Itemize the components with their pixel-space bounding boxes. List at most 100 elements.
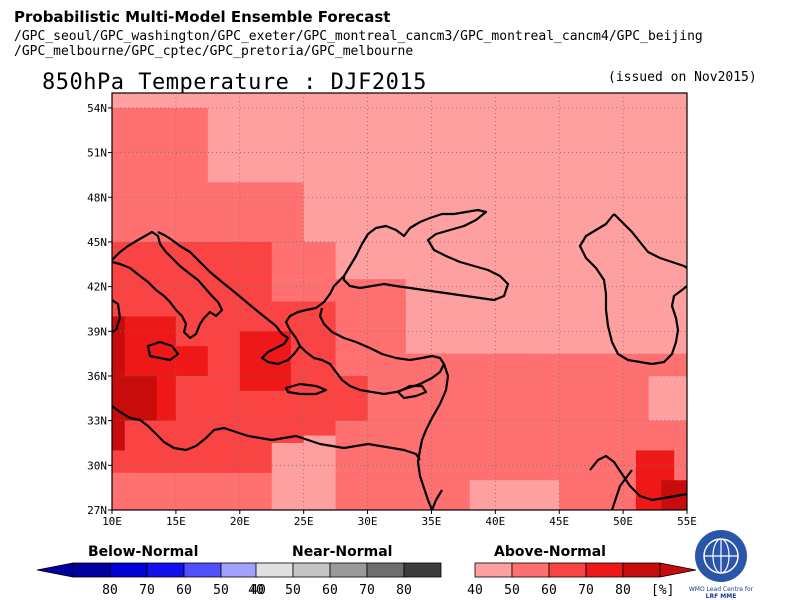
shade-cell bbox=[335, 375, 368, 421]
legend-value: 70 bbox=[359, 583, 375, 598]
legend-value: 80 bbox=[396, 583, 412, 598]
legend-value: 40 bbox=[250, 583, 266, 598]
legend-arrow bbox=[659, 562, 697, 578]
coast-sicily bbox=[146, 340, 180, 362]
legend-below-label: Below-Normal bbox=[88, 544, 198, 560]
coast-cyprus bbox=[396, 384, 428, 400]
wmo-logo-text-2: LRF MME bbox=[706, 593, 737, 600]
coast-caspian-north bbox=[613, 213, 687, 269]
lon-label: 50E bbox=[613, 515, 633, 528]
shade-cell bbox=[175, 346, 208, 376]
forecast-header-title: Probabilistic Multi-Model Ensemble Forec… bbox=[14, 8, 391, 26]
legend-value: 80 bbox=[102, 583, 118, 598]
grid-lines bbox=[112, 93, 687, 510]
coast-crete bbox=[284, 382, 328, 396]
lon-label: 55E bbox=[677, 515, 697, 528]
legend-value: 80 bbox=[615, 583, 631, 598]
coast-adriatic-east bbox=[157, 231, 345, 366]
legend-unit: [%] bbox=[651, 583, 674, 598]
lat-label: 30N bbox=[87, 459, 107, 472]
shade-cell bbox=[405, 93, 687, 354]
shade-cell bbox=[303, 93, 406, 242]
lat-label: 36N bbox=[87, 370, 107, 383]
legend-below-bar: 80 70 60 50 40 bbox=[36, 562, 266, 598]
lon-label: 25E bbox=[294, 515, 314, 528]
legend-swatch bbox=[72, 562, 111, 578]
legend-near-bar: 40 50 60 70 80 bbox=[248, 562, 442, 598]
legend-swatch bbox=[511, 562, 550, 578]
legend-swatch bbox=[548, 562, 587, 578]
lat-label: 39N bbox=[87, 325, 107, 338]
legend-arrow bbox=[36, 562, 74, 578]
legend-value: 50 bbox=[213, 583, 229, 598]
probability-shading bbox=[112, 93, 687, 510]
legend-near-label: Near-Normal bbox=[292, 544, 392, 560]
lon-label: 40E bbox=[485, 515, 505, 528]
coast-north-africa bbox=[112, 405, 421, 461]
issued-date: (issued on Nov2015) bbox=[608, 70, 757, 85]
legend-swatch bbox=[585, 562, 624, 578]
legend-swatch bbox=[366, 562, 405, 578]
legend-value: 50 bbox=[504, 583, 520, 598]
coast-levant-egypt-libya bbox=[416, 363, 450, 510]
coast-sardinia bbox=[112, 299, 122, 333]
shade-cell bbox=[124, 375, 157, 421]
legend-value: 60 bbox=[322, 583, 338, 598]
lon-label: 20E bbox=[230, 515, 250, 528]
lon-label: 35E bbox=[422, 515, 442, 528]
legend-value: 70 bbox=[578, 583, 594, 598]
shade-cell bbox=[112, 487, 208, 510]
legend-swatch bbox=[220, 562, 259, 578]
model-list-line-2: /GPC_melbourne/GPC_cptec/GPC_pretoria/GP… bbox=[14, 44, 414, 59]
lat-label: 48N bbox=[87, 191, 107, 204]
coast-italy-balkans bbox=[112, 230, 224, 340]
shade-cell bbox=[137, 442, 266, 473]
lat-label: 51N bbox=[87, 147, 107, 160]
wmo-logo-text-1: WMO Lead Centre for bbox=[689, 586, 754, 593]
lat-label: 54N bbox=[87, 102, 107, 115]
coast-gulf bbox=[610, 469, 633, 510]
legend-swatch bbox=[292, 562, 331, 578]
lat-label: 42N bbox=[87, 281, 107, 294]
legend-swatch bbox=[109, 562, 148, 578]
lat-label: 33N bbox=[87, 415, 107, 428]
coast-caspian bbox=[578, 213, 687, 366]
legend-value: 60 bbox=[176, 583, 192, 598]
legend-swatch bbox=[329, 562, 368, 578]
legend-swatch bbox=[622, 562, 661, 578]
shade-cell bbox=[469, 480, 560, 510]
coast-black-sea bbox=[342, 208, 510, 302]
legend-above-label: Above-Normal bbox=[494, 544, 606, 560]
legend-swatch bbox=[474, 562, 513, 578]
legend-value: 50 bbox=[285, 583, 301, 598]
legend-swatch bbox=[255, 562, 294, 578]
legend-value: 40 bbox=[248, 583, 264, 598]
lat-label: 27N bbox=[87, 504, 107, 517]
coastlines bbox=[112, 208, 687, 510]
legend-value: 40 bbox=[467, 583, 483, 598]
legend: Below-Normal Near-Normal Above-Normal 80… bbox=[36, 544, 697, 598]
lon-label: 45E bbox=[549, 515, 569, 528]
model-list: /GPC_seoul/GPC_washington/GPC_exeter/GPC… bbox=[14, 29, 703, 59]
legend-value: 70 bbox=[139, 583, 155, 598]
coast-red-sea bbox=[430, 489, 443, 510]
shade-cell bbox=[207, 93, 304, 183]
lat-label: 45N bbox=[87, 236, 107, 249]
legend-swatch bbox=[183, 562, 222, 578]
map-axes: 10E 15E 20E 25E 30E 35E 40E 45E 50E 55E 54N 51N 48N 4… bbox=[87, 102, 697, 528]
coast-arabia bbox=[589, 454, 687, 502]
shade-cell bbox=[648, 375, 687, 421]
coast-aegean-turkey bbox=[299, 307, 446, 396]
model-list-line-1: /GPC_seoul/GPC_washington/GPC_exeter/GPC… bbox=[14, 29, 703, 44]
legend-value: 60 bbox=[541, 583, 557, 598]
legend-swatch bbox=[146, 562, 185, 578]
legend-above-bar: 40 50 60 70 80 bbox=[467, 562, 697, 598]
legend-swatch bbox=[403, 562, 442, 578]
lon-label: 30E bbox=[358, 515, 378, 528]
map-title: 850hPa Temperature : DJF2015 bbox=[42, 70, 427, 95]
lon-label: 15E bbox=[166, 515, 186, 528]
lon-label: 10E bbox=[102, 515, 122, 528]
wmo-logo: WMO Lead Centre for LRF MME bbox=[689, 530, 754, 600]
map-frame bbox=[111, 92, 688, 511]
